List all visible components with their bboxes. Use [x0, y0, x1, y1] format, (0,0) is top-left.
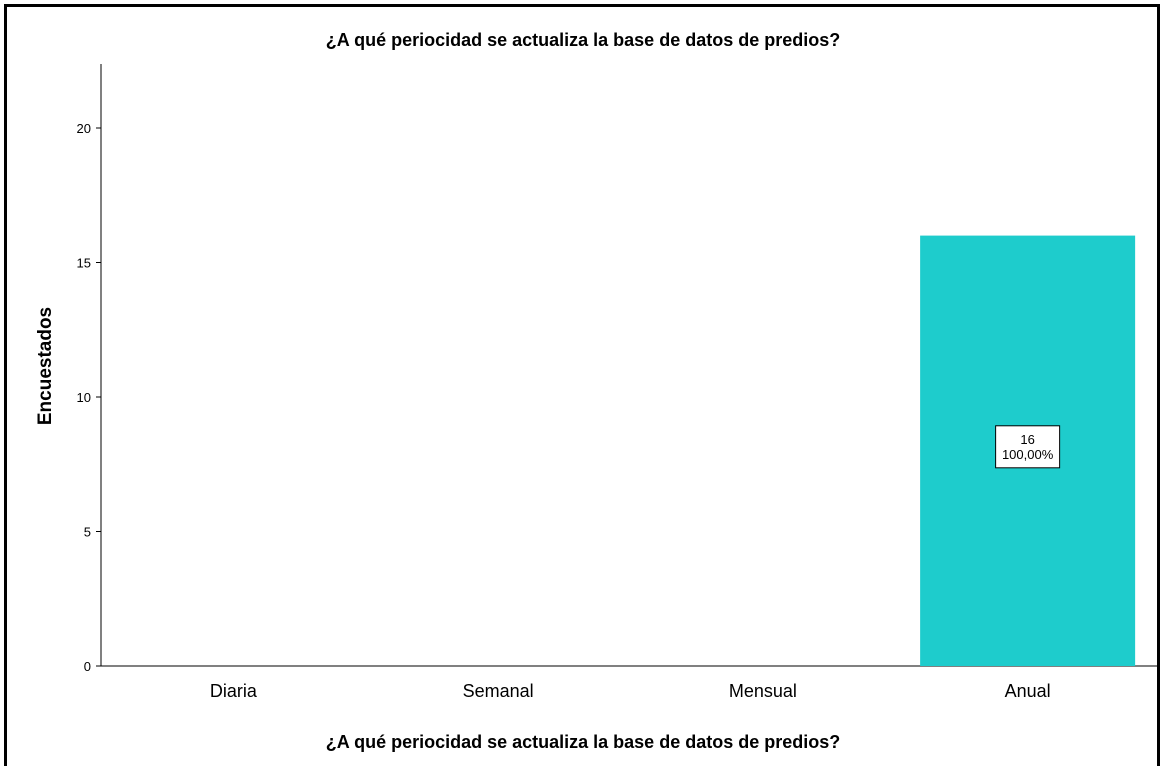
y-tick-label: 20 — [77, 121, 91, 136]
x-tick-label: Anual — [1005, 681, 1051, 701]
y-tick-label: 0 — [84, 659, 91, 674]
x-axis-label: ¿A qué periocidad se actualiza la base d… — [325, 732, 841, 752]
x-tick-label: Semanal — [463, 681, 534, 701]
x-tick-label: Mensual — [729, 681, 797, 701]
x-tick-label: Diaria — [210, 681, 258, 701]
data-label-count: 16 — [1020, 432, 1034, 447]
y-tick-label: 5 — [84, 525, 91, 540]
chart-title: ¿A qué periocidad se actualiza la base d… — [325, 30, 841, 50]
data-label-percent: 100,00% — [1002, 447, 1054, 462]
y-tick-label: 15 — [77, 256, 91, 271]
y-tick-label: 10 — [77, 390, 91, 405]
data-label-box — [995, 425, 1061, 469]
